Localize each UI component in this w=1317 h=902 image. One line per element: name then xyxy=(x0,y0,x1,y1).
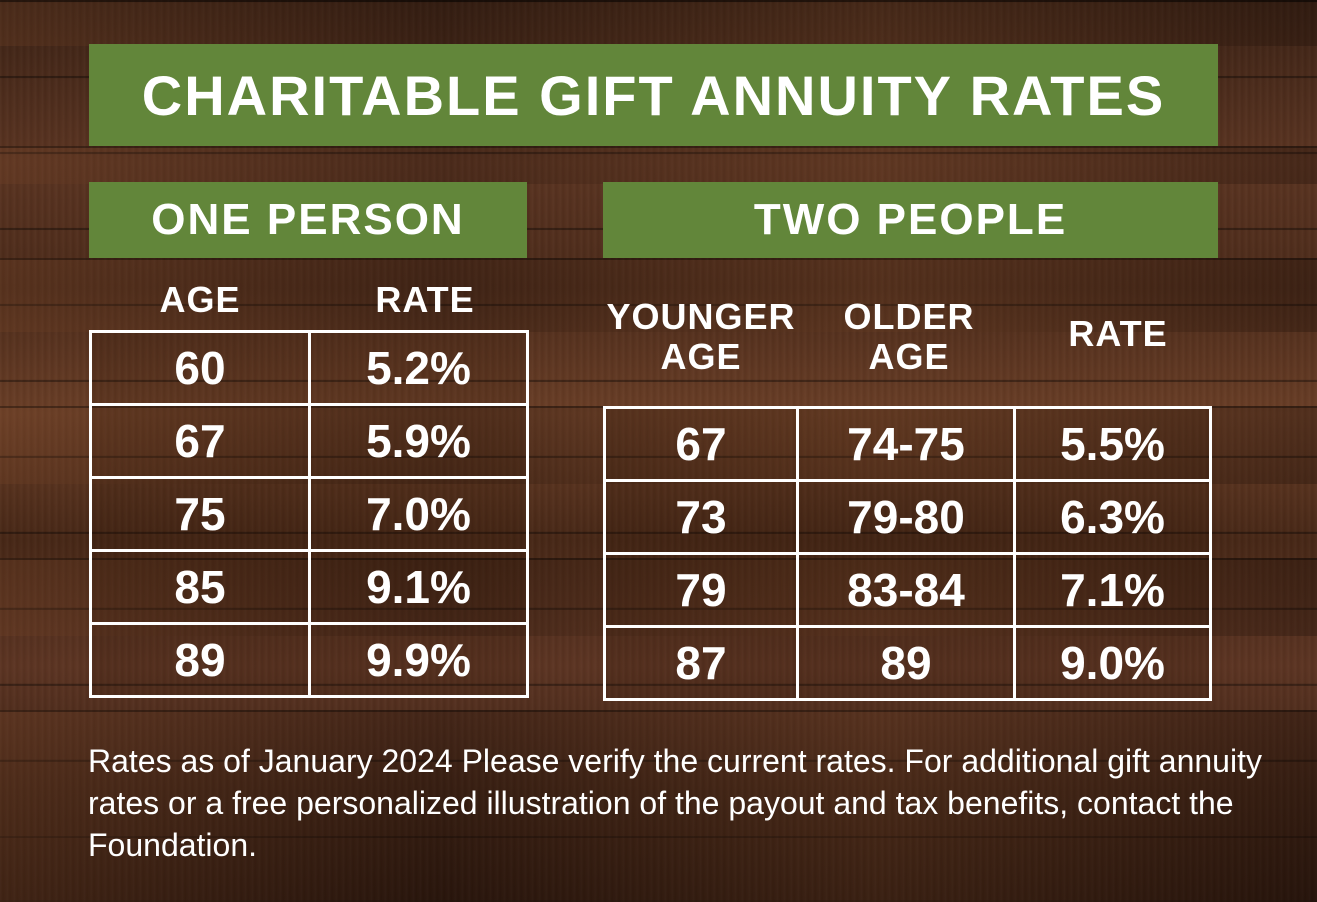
rate-cell: 7.1% xyxy=(1013,552,1212,628)
table-row: 67 74-75 5.5% xyxy=(603,406,1212,482)
older-age-cell: 89 xyxy=(795,625,1017,701)
one-person-rate-header: RATE xyxy=(375,279,475,320)
age-cell: 89 xyxy=(89,622,311,698)
two-people-rates-table: 67 74-75 5.5% 73 79-80 6.3% 79 83-84 7.1… xyxy=(603,406,1212,701)
page-title: CHARITABLE GIFT ANNUITY RATES xyxy=(89,44,1218,146)
wood-plank xyxy=(0,710,1317,902)
two-people-heading: TWO PEOPLE xyxy=(603,182,1218,258)
rate-cell: 6.3% xyxy=(1013,479,1212,555)
two-people-rate-header: RATE xyxy=(1068,313,1168,354)
older-age-header-line1: OLDER xyxy=(843,296,975,337)
younger-age-cell: 73 xyxy=(603,479,799,555)
table-row: 73 79-80 6.3% xyxy=(603,479,1212,555)
table-row: 60 5.2% xyxy=(89,330,529,406)
table-row: 79 83-84 7.1% xyxy=(603,552,1212,628)
older-age-cell: 83-84 xyxy=(795,552,1017,628)
younger-age-cell: 87 xyxy=(603,625,799,701)
table-row: 87 89 9.0% xyxy=(603,625,1212,701)
rate-cell: 5.2% xyxy=(308,330,529,406)
table-row: 75 7.0% xyxy=(89,476,529,552)
younger-age-cell: 79 xyxy=(603,552,799,628)
older-age-cell: 74-75 xyxy=(795,406,1017,482)
younger-age-header: YOUNGER AGE xyxy=(598,297,804,377)
younger-age-cell: 67 xyxy=(603,406,799,482)
rates-footnote: Rates as of January 2024 Please verify t… xyxy=(88,743,1262,863)
rate-cell: 9.1% xyxy=(308,549,529,625)
one-person-age-header: AGE xyxy=(159,279,241,320)
rate-cell: 9.9% xyxy=(308,622,529,698)
younger-age-header-line2: AGE xyxy=(660,336,742,377)
table-row: 89 9.9% xyxy=(89,622,529,698)
older-age-header-line2: AGE xyxy=(868,336,950,377)
wood-plank xyxy=(0,0,1317,46)
table-row: 67 5.9% xyxy=(89,403,529,479)
rate-cell: 9.0% xyxy=(1013,625,1212,701)
age-cell: 75 xyxy=(89,476,311,552)
age-cell: 85 xyxy=(89,549,311,625)
younger-age-header-line1: YOUNGER xyxy=(606,296,796,337)
age-cell: 67 xyxy=(89,403,311,479)
older-age-header: OLDER AGE xyxy=(814,297,1004,377)
age-cell: 60 xyxy=(89,330,311,406)
older-age-cell: 79-80 xyxy=(795,479,1017,555)
rate-cell: 7.0% xyxy=(308,476,529,552)
table-row: 85 9.1% xyxy=(89,549,529,625)
one-person-rates-table: 60 5.2% 67 5.9% 75 7.0% 85 9.1% 89 9.9% xyxy=(89,330,529,698)
wood-plank xyxy=(0,146,1317,184)
wood-plank xyxy=(0,258,1317,332)
one-person-heading: ONE PERSON xyxy=(89,182,527,258)
rate-cell: 5.9% xyxy=(308,403,529,479)
rate-cell: 5.5% xyxy=(1013,406,1212,482)
